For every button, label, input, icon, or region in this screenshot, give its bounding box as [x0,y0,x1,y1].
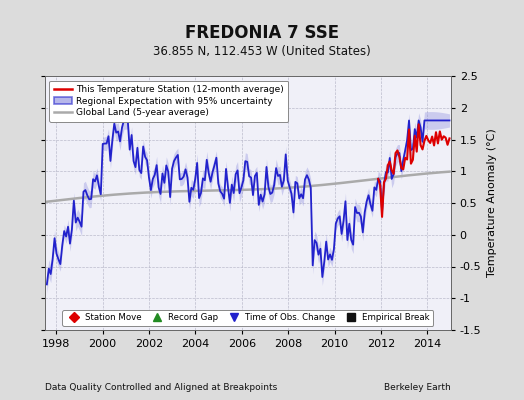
Text: FREDONIA 7 SSE: FREDONIA 7 SSE [185,24,339,42]
Text: Data Quality Controlled and Aligned at Breakpoints: Data Quality Controlled and Aligned at B… [45,383,277,392]
Y-axis label: Temperature Anomaly (°C): Temperature Anomaly (°C) [487,129,497,277]
Text: Berkeley Earth: Berkeley Earth [384,383,451,392]
Text: 36.855 N, 112.453 W (United States): 36.855 N, 112.453 W (United States) [153,45,371,58]
Legend: Station Move, Record Gap, Time of Obs. Change, Empirical Break: Station Move, Record Gap, Time of Obs. C… [62,310,433,326]
